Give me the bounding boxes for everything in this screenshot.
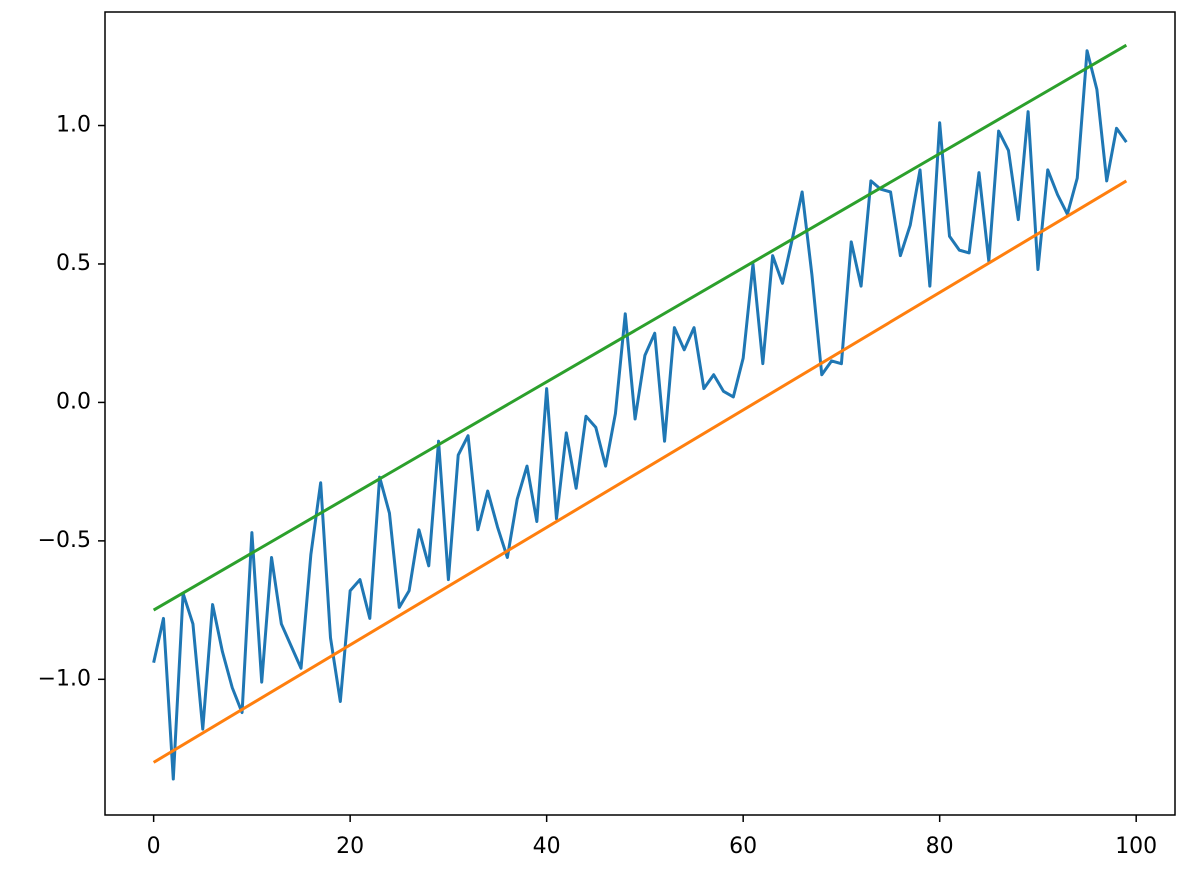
- y-tick-label: 0.0: [56, 389, 91, 414]
- x-tick-label: 20: [336, 834, 364, 859]
- data-line: [152, 43, 1128, 612]
- y-tick-label: −1.0: [38, 666, 91, 691]
- data-line: [152, 49, 1128, 781]
- axes-frame: [104, 11, 1176, 816]
- y-tick-label: 0.5: [56, 251, 91, 276]
- x-tick-label: 100: [1115, 834, 1157, 859]
- data-line: [152, 179, 1128, 764]
- y-tick-label: −0.5: [38, 528, 91, 553]
- x-tick-label: 60: [729, 834, 757, 859]
- x-tick-label: 80: [926, 834, 954, 859]
- x-tick-label: 0: [147, 834, 161, 859]
- x-tick-label: 40: [533, 834, 561, 859]
- y-tick-label: 1.0: [56, 113, 91, 138]
